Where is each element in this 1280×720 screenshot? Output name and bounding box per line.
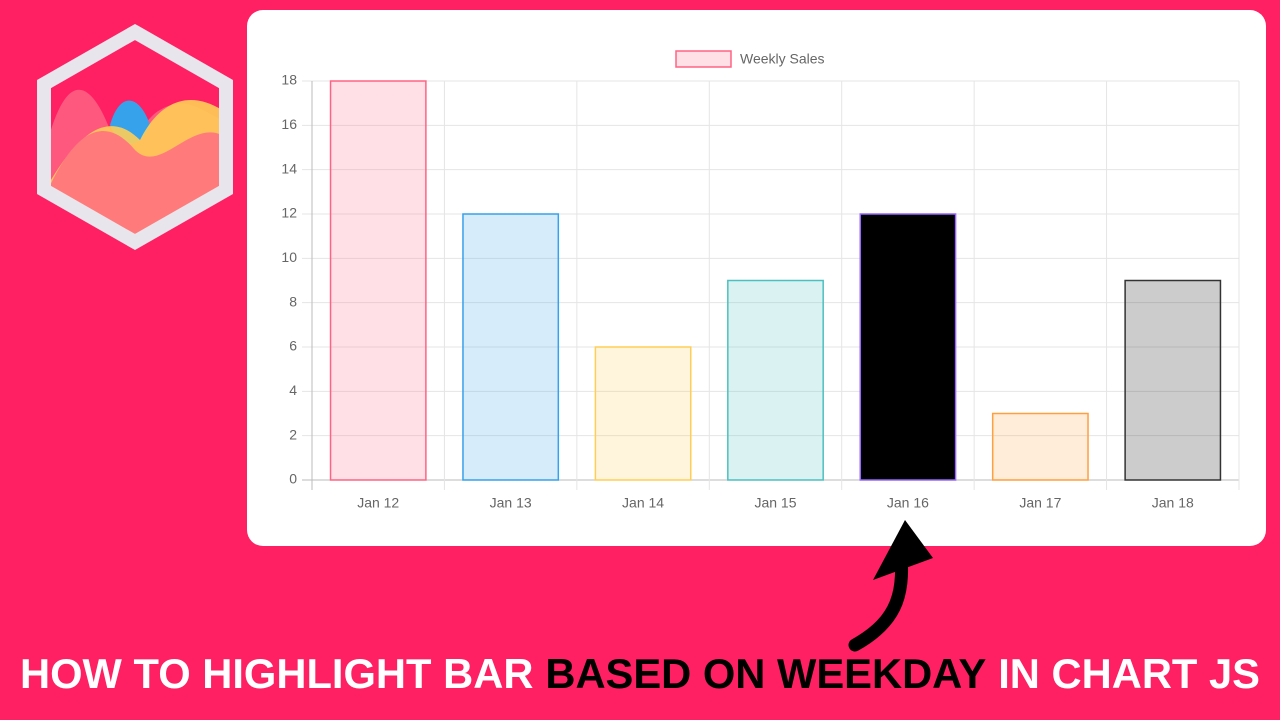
bar xyxy=(991,412,1089,481)
y-tick-label: 10 xyxy=(281,249,297,265)
y-tick-label: 4 xyxy=(289,382,297,398)
x-tick-label: Jan 12 xyxy=(357,495,399,511)
chart: 0 2 4 6 8 10 12 14 16 18 Jan 12 Jan 13 Jan 14 Jan 15 J… xyxy=(281,50,1240,511)
x-tick-label: Jan 17 xyxy=(1019,495,1061,511)
legend-swatch xyxy=(675,50,732,68)
arrow xyxy=(848,520,933,652)
y-tick-label: 16 xyxy=(281,116,297,132)
bar xyxy=(594,346,692,481)
bar xyxy=(462,213,560,481)
headline-part: HOW TO HIGHLIGHT BAR xyxy=(20,650,533,697)
x-tick-label: Jan 13 xyxy=(490,495,532,511)
y-tick-label: 6 xyxy=(289,338,297,354)
y-tick-label: 2 xyxy=(289,426,297,442)
x-tick-label: Jan 16 xyxy=(887,495,929,511)
x-tick-label: Jan 15 xyxy=(754,495,796,511)
bar xyxy=(859,213,957,481)
x-tick-label: Jan 14 xyxy=(622,495,664,511)
headline: HOW TO HIGHLIGHT BAR BASED ON WEEKDAY IN C… xyxy=(20,650,1260,697)
logo xyxy=(37,23,233,251)
bar xyxy=(329,80,427,481)
bar xyxy=(1124,279,1222,481)
y-tick-label: 14 xyxy=(281,160,297,176)
y-tick-label: 0 xyxy=(289,471,297,487)
y-tick-label: 8 xyxy=(289,293,297,309)
headline-part: BASED ON WEEKDAY xyxy=(545,650,986,697)
legend-label: Weekly Sales xyxy=(740,51,825,67)
chart-card xyxy=(247,10,1266,546)
y-tick-label: 18 xyxy=(281,72,297,88)
y-tick-label: 12 xyxy=(281,205,297,221)
bar xyxy=(727,279,824,481)
headline-part: IN CHART JS xyxy=(998,650,1260,697)
x-tick-label: Jan 18 xyxy=(1152,495,1194,511)
